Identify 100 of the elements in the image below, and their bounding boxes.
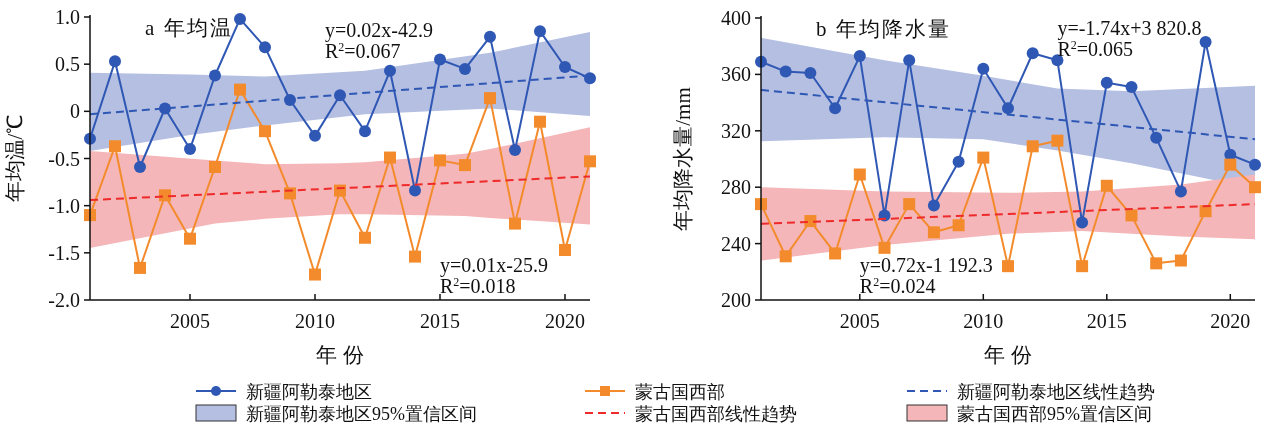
- point: [559, 244, 571, 256]
- point: [159, 189, 171, 202]
- point: [927, 226, 940, 239]
- point: [209, 160, 221, 173]
- point: [977, 62, 990, 75]
- point: [434, 53, 446, 66]
- annotation: y=-1.74x+3 820.8: [1057, 17, 1202, 41]
- y-axis-title: 年均降水量/mm: [671, 87, 695, 231]
- point: [829, 102, 842, 115]
- y-tick-label: 280: [721, 176, 751, 199]
- point: [1199, 35, 1212, 48]
- legend-label: 蒙古国西部线性趋势: [635, 404, 797, 424]
- point: [309, 268, 321, 281]
- point: [484, 92, 496, 105]
- point: [1026, 47, 1039, 60]
- legend-item: 蒙古国西部95%置信区间: [906, 404, 1152, 424]
- legend-label: 新疆阿勒泰地区: [246, 382, 372, 402]
- point: [309, 129, 321, 142]
- point: [534, 25, 546, 38]
- point: [1125, 209, 1138, 222]
- point: [509, 217, 521, 230]
- x-tick-label: 2020: [1210, 310, 1251, 332]
- point: [1150, 131, 1163, 144]
- point: [534, 115, 546, 128]
- y-tick-label: 240: [721, 232, 751, 255]
- point: [1076, 260, 1089, 273]
- point: [109, 140, 121, 153]
- x-tick-label: 2005: [839, 310, 880, 332]
- y-tick-label: -1.5: [48, 241, 80, 264]
- legend-label: 蒙古国西部: [635, 382, 725, 402]
- legend-item: 新疆阿勒泰地区: [195, 382, 372, 402]
- point: [952, 155, 965, 168]
- y-tick-label: -0.5: [48, 147, 80, 170]
- point: [234, 12, 246, 25]
- point: [903, 198, 916, 211]
- x-axis-title: 年 份: [984, 343, 1032, 367]
- point: [903, 54, 916, 67]
- point: [134, 160, 146, 173]
- y-tick-label: 0: [70, 100, 80, 123]
- point: [1125, 81, 1138, 94]
- point: [804, 215, 817, 228]
- x-tick-label: 2020: [545, 310, 585, 332]
- y-tick-label: 360: [721, 63, 751, 86]
- point: [109, 55, 121, 68]
- y-tick-label: 0.5: [55, 53, 80, 76]
- point: [1249, 181, 1261, 194]
- y-axis-title: 年均温/℃: [3, 114, 27, 203]
- legend-label: 蒙古国西部95%置信区间: [957, 404, 1152, 424]
- x-tick-label: 2005: [170, 310, 210, 332]
- point: [209, 69, 221, 82]
- x-tick-label: 2010: [295, 310, 335, 332]
- point: [927, 199, 940, 212]
- point: [359, 125, 371, 138]
- point: [1002, 260, 1014, 273]
- point: [559, 61, 571, 73]
- annotation: y=0.02x-42.9: [325, 19, 433, 43]
- legend-item: 新疆阿勒泰地区95%置信区间: [195, 404, 477, 424]
- chart-title: a 年均温: [145, 16, 233, 40]
- point: [134, 261, 146, 274]
- point: [829, 247, 842, 260]
- point: [409, 250, 421, 263]
- point: [484, 30, 496, 43]
- point: [259, 41, 271, 54]
- chart-title: b 年均降水量: [816, 17, 951, 41]
- x-tick-label: 2010: [963, 310, 1004, 332]
- annotation: y=0.72x-1 192.3: [859, 254, 993, 278]
- y-tick-label: 1.0: [55, 6, 80, 28]
- point: [1100, 179, 1113, 192]
- point: [779, 250, 792, 263]
- y-tick-label: 320: [721, 119, 751, 142]
- x-axis-title: 年 份: [316, 343, 364, 367]
- y-tick-label: -1.0: [48, 194, 80, 217]
- point: [1249, 158, 1261, 171]
- x-tick-label: 2015: [420, 310, 460, 332]
- point: [804, 66, 817, 79]
- y-tick-label: -2.0: [48, 289, 80, 311]
- point: [779, 65, 792, 78]
- annotation: y=0.01x-25.9: [440, 254, 548, 278]
- point: [409, 184, 421, 197]
- point: [1051, 134, 1064, 147]
- point: [384, 151, 396, 164]
- point: [184, 232, 196, 245]
- legend-item: 蒙古国西部: [584, 382, 725, 402]
- legend-label: 新疆阿勒泰地区95%置信区间: [246, 404, 477, 424]
- y-tick-label: 200: [721, 289, 751, 311]
- point: [853, 168, 866, 181]
- point: [1174, 185, 1187, 198]
- point: [977, 151, 990, 164]
- point: [1174, 254, 1187, 267]
- point: [584, 155, 596, 168]
- point: [359, 231, 371, 244]
- point: [509, 144, 521, 157]
- point: [1100, 76, 1113, 89]
- point: [1002, 102, 1014, 115]
- point: [853, 50, 866, 63]
- point: [1224, 158, 1237, 171]
- point: [184, 143, 196, 156]
- legend-item: 新疆阿勒泰地区线性趋势: [906, 382, 1155, 402]
- point: [459, 159, 471, 172]
- point: [1051, 54, 1064, 67]
